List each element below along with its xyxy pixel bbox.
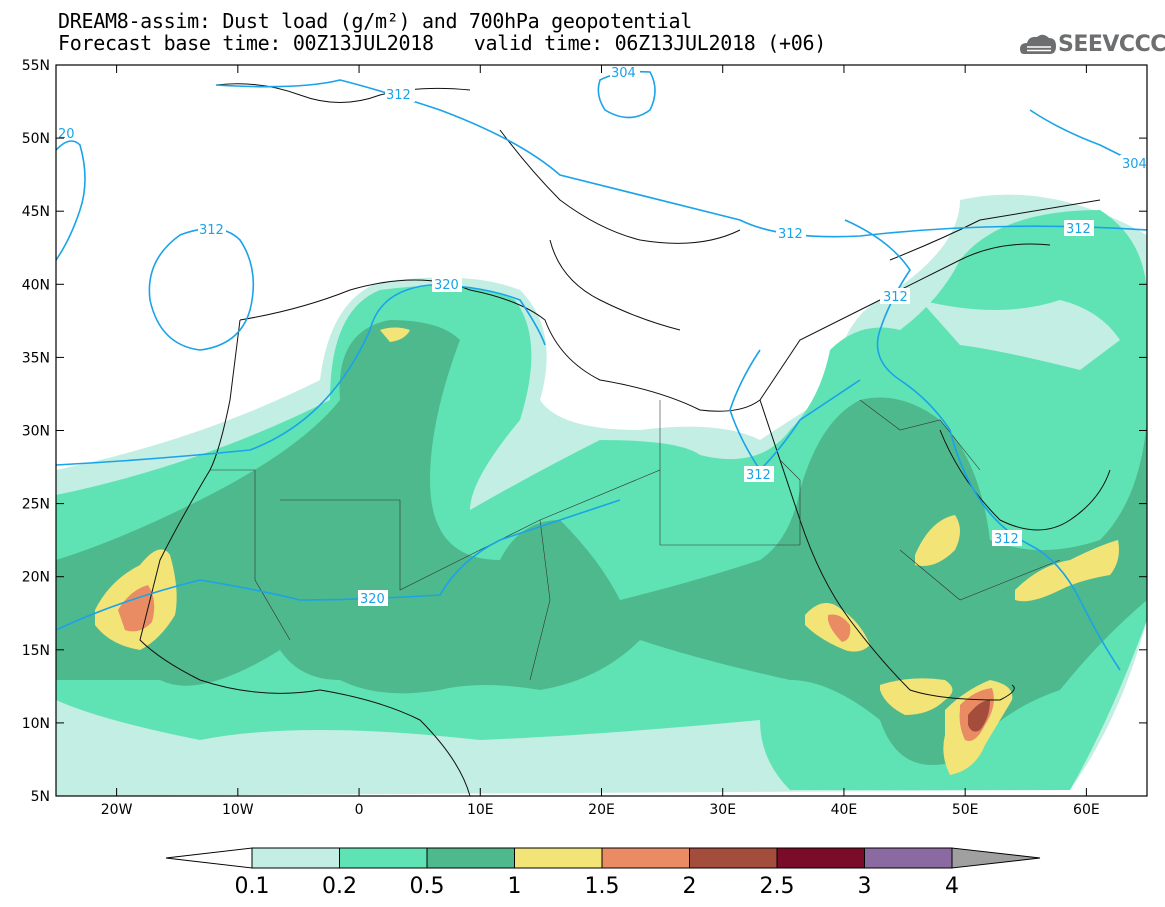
valid-time: valid time: 06Z13JUL2018 (+06)	[473, 31, 827, 55]
contour-labels: 312 304 20 312 312 320 312 312 312 304 3…	[58, 66, 1147, 607]
contour-label: 312	[778, 227, 803, 242]
lon-tick-label: 30E	[709, 802, 736, 818]
map-plot-area: 312 304 20 312 312 320 312 312 312 304 3…	[56, 65, 1147, 796]
lat-tick-label: 20N	[22, 570, 50, 586]
dust-layer-2	[968, 700, 990, 732]
colorbar-swatch	[776, 847, 865, 869]
lon-tick-label: 60E	[1073, 802, 1100, 818]
longitude-axis: 20W 10W 0 10E 20E 30E 40E 50E 60E	[101, 65, 1100, 818]
lat-tick-label: 5N	[31, 789, 50, 805]
contour-label: 312	[994, 532, 1019, 547]
map-subtitle: Forecast base time: 00Z13JUL2018 valid ti…	[58, 32, 826, 54]
forecast-base-time: Forecast base time: 00Z13JUL2018	[58, 31, 434, 55]
lon-tick-label: 10E	[467, 802, 494, 818]
contour-label: 312	[386, 88, 411, 103]
lat-tick-label: 40N	[22, 277, 50, 293]
coastlines	[139, 83, 1111, 796]
map-title: DREAM8-assim: Dust load (g/m²) and 700hP…	[58, 9, 693, 33]
lat-tick-label: 25N	[22, 497, 50, 513]
lat-tick-label: 10N	[22, 716, 50, 732]
contour-label: 312	[199, 223, 224, 238]
colorbar-swatch	[426, 847, 515, 869]
lon-tick-label: 10W	[222, 802, 254, 818]
contour-label: 320	[434, 278, 459, 293]
lon-tick-label: 20E	[588, 802, 615, 818]
lon-tick-label: 0	[355, 802, 364, 818]
colorbar-min-arrow	[165, 847, 253, 869]
colorbar-swatch	[251, 847, 340, 869]
contour-label: 312	[1066, 222, 1091, 237]
colorbar-swatch	[514, 847, 603, 869]
lat-tick-label: 45N	[22, 204, 50, 220]
colorbar-label: 0.5	[410, 874, 445, 899]
colorbar-swatch	[339, 847, 428, 869]
contour-label: 304	[1122, 157, 1147, 172]
contour-label: 20	[58, 127, 75, 142]
lat-tick-label: 55N	[22, 58, 50, 74]
lat-tick-label: 15N	[22, 643, 50, 659]
contour-label: 304	[611, 66, 636, 81]
contour-label: 320	[360, 592, 385, 607]
colorbar-label: 2	[683, 874, 697, 899]
logo-text: SEEVCCC	[1058, 32, 1165, 57]
lat-tick-label: 35N	[22, 350, 50, 366]
dust-layer-0.5	[56, 320, 1147, 765]
colorbar-max-arrow	[951, 847, 1041, 869]
colorbar-label: 3	[858, 874, 872, 899]
colorbar-swatch	[689, 847, 778, 869]
colorbar-label: 1.5	[585, 874, 620, 899]
contour-label: 312	[883, 290, 908, 305]
colorbar-label: 2.5	[760, 874, 795, 899]
lon-tick-label: 50E	[952, 802, 979, 818]
colorbar-label: 1	[508, 874, 522, 899]
latitude-axis: 55N 50N 45N 40N 35N 30N 25N 20N 15N 10N 5N	[22, 58, 1147, 805]
lat-tick-label: 30N	[22, 424, 50, 440]
colorbar-label: 0.2	[322, 874, 357, 899]
cloud-logo-icon	[1020, 34, 1056, 54]
lat-tick-label: 50N	[22, 131, 50, 147]
contour-label: 312	[746, 468, 771, 483]
lon-tick-label: 40E	[831, 802, 858, 818]
colorbar-swatch	[601, 847, 690, 869]
colorbar-legend: 0.1 0.2 0.5 1 1.5 2 2.5 3 4	[165, 847, 1041, 899]
lon-tick-label: 20W	[101, 802, 133, 818]
colorbar-swatch	[864, 847, 953, 869]
colorbar-label: 0.1	[235, 874, 270, 899]
colorbar-label: 4	[945, 874, 959, 899]
